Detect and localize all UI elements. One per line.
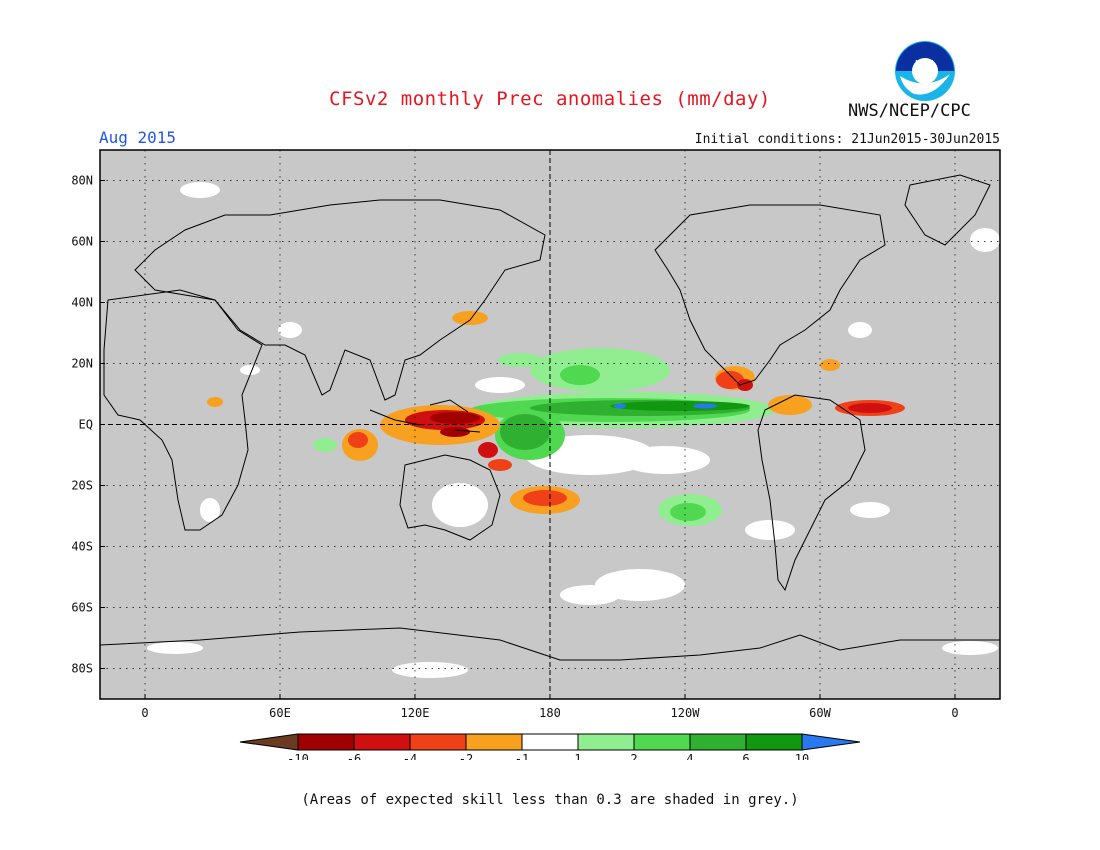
- organization-label: NWS/NCEP/CPC: [848, 101, 971, 121]
- colorbar-arrow-low: [239, 733, 299, 751]
- lon-label: 0: [141, 706, 148, 720]
- colorbar-box: [409, 733, 467, 751]
- positive-anomaly-very-strong: [610, 401, 750, 411]
- colorbar-box: [633, 733, 691, 751]
- lon-label: 0: [951, 706, 958, 720]
- neutral-anomaly-regions: [147, 182, 1000, 678]
- longitude-labels: 0 60E 120E 180 120W 60W 0: [141, 706, 958, 720]
- lon-label: 180: [539, 706, 561, 720]
- skill-footnote: (Areas of expected skill less than 0.3 a…: [301, 792, 799, 808]
- colorbar-box: [465, 733, 523, 751]
- lat-label: 60N: [71, 235, 93, 249]
- lat-label: 40N: [71, 296, 93, 310]
- latitude-labels: 80N 60N 40N 20N EQ 20S 40S 60S 80S: [71, 174, 93, 676]
- colorbar-box: [689, 733, 747, 751]
- colorbar-tick-label: 2: [630, 752, 637, 760]
- forecast-month: Aug 2015: [99, 128, 177, 147]
- lon-label: 120E: [401, 706, 430, 720]
- chart-title: CFSv2 monthly Prec anomalies (mm/day): [329, 88, 771, 110]
- colorbar-box: [353, 733, 411, 751]
- colorbar-arrow-high: [801, 733, 861, 751]
- lat-label: EQ: [79, 418, 93, 432]
- logo-text: NOAA: [915, 59, 934, 68]
- gridlines: [100, 150, 1000, 699]
- lat-label: 80S: [71, 662, 93, 676]
- colorbar-legend: -10 -6 -4 -2 -1 1 2 4 6 10: [239, 733, 861, 760]
- colorbar-tick-label: -1: [515, 752, 529, 760]
- positive-anomaly-extreme: [614, 403, 717, 409]
- lat-label: 60S: [71, 601, 93, 615]
- initial-conditions: Initial conditions: 21Jun2015-30Jun2015: [694, 132, 1000, 147]
- colorbar-tick-label: -6: [347, 752, 361, 760]
- lon-label: 60E: [269, 706, 291, 720]
- colorbar-tick-label: -4: [403, 752, 417, 760]
- lat-label: 20S: [71, 479, 93, 493]
- colorbar-tick-label: 10: [795, 752, 809, 760]
- coastlines: [100, 174, 1000, 661]
- colorbar-tick-label: -10: [287, 752, 309, 760]
- negative-anomaly-very-strong: [430, 412, 480, 437]
- lon-label: 60W: [809, 706, 831, 720]
- colorbar-tick-label: 4: [686, 752, 693, 760]
- colorbar-box: [577, 733, 635, 751]
- colorbar-tick-label: -2: [459, 752, 473, 760]
- colorbar-box: [521, 733, 579, 751]
- lat-label: 20N: [71, 357, 93, 371]
- colorbar-tick-label: 1: [574, 752, 581, 760]
- colorbar-box: [297, 733, 355, 751]
- lon-label: 120W: [671, 706, 701, 720]
- colorbar-tick-label: 6: [742, 752, 749, 760]
- colorbar-box: [745, 733, 803, 751]
- lat-label: 40S: [71, 540, 93, 554]
- noaa-logo: NOAA: [895, 41, 955, 101]
- lat-label: 80N: [71, 174, 93, 188]
